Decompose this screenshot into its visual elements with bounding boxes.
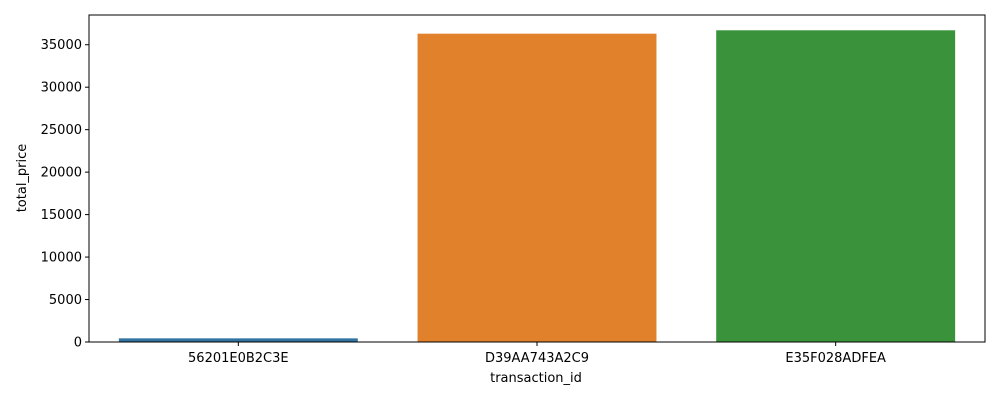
y-tick-label: 0	[74, 336, 82, 351]
y-tick-label: 30000	[41, 81, 82, 96]
x-tick-label: E35F028ADFEA	[785, 351, 886, 366]
y-tick-label: 5000	[49, 293, 82, 308]
axes-layer: 0 5000 10000 15000 20000 25000 30000 35000 56201…	[41, 14, 986, 366]
y-axis-label: total_price	[15, 144, 30, 213]
bar-E35F028ADFEA	[716, 30, 956, 343]
y-tick-label: 25000	[41, 123, 82, 138]
y-tick-label: 10000	[41, 251, 82, 266]
x-axis-label: transaction_id	[490, 371, 582, 386]
bar-D39AA743A2C9	[417, 33, 657, 342]
y-tick-label: 15000	[41, 208, 82, 223]
y-tick-label: 35000	[41, 38, 82, 53]
x-tick-label: 56201E0B2C3E	[188, 351, 289, 366]
x-tick-label: D39AA743A2C9	[485, 351, 589, 366]
y-tick-label: 20000	[41, 166, 82, 181]
bar-56201E0B2C3E	[118, 338, 358, 342]
bars-layer	[118, 30, 956, 343]
